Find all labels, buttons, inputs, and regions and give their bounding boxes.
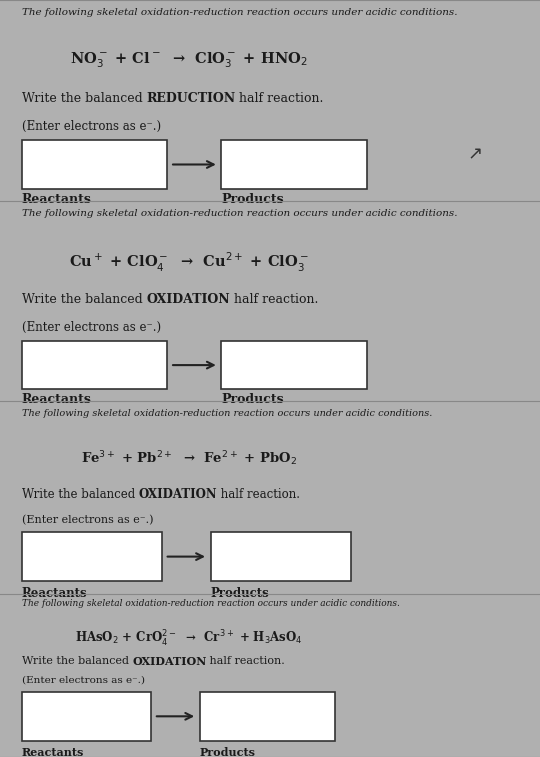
Text: NO$_3^-$ + Cl$^-$  →  ClO$_3^-$ + HNO$_2$: NO$_3^-$ + Cl$^-$ → ClO$_3^-$ + HNO$_2$: [70, 50, 308, 70]
Bar: [221, 341, 367, 389]
Text: half reaction.: half reaction.: [235, 92, 324, 105]
Bar: [221, 141, 367, 188]
Text: The following skeletal oxidation-reduction reaction occurs under acidic conditio: The following skeletal oxidation-reducti…: [22, 209, 457, 217]
Bar: [22, 341, 167, 389]
Bar: [22, 692, 151, 740]
Text: Write the balanced: Write the balanced: [22, 488, 139, 501]
Text: Reactants: Reactants: [22, 192, 91, 206]
Bar: [22, 141, 167, 188]
Text: (Enter electrons as e⁻.): (Enter electrons as e⁻.): [22, 676, 145, 684]
Text: OXIDATION: OXIDATION: [132, 656, 206, 667]
Text: ↗: ↗: [468, 145, 483, 164]
Text: Products: Products: [200, 747, 256, 757]
Text: (Enter electrons as e⁻.): (Enter electrons as e⁻.): [22, 321, 161, 334]
Text: OXIDATION: OXIDATION: [139, 488, 217, 501]
Text: HAsO$_2$ + CrO$_4^{2-}$  →  Cr$^{3+}$ + H$_3$AsO$_4$: HAsO$_2$ + CrO$_4^{2-}$ → Cr$^{3+}$ + H$…: [75, 628, 303, 649]
Bar: [200, 692, 335, 740]
Bar: [211, 532, 351, 581]
Bar: [22, 532, 162, 581]
Text: Fe$^{3+}$ + Pb$^{2+}$  →  Fe$^{2+}$ + PbO$_2$: Fe$^{3+}$ + Pb$^{2+}$ → Fe$^{2+}$ + PbO$…: [81, 450, 297, 468]
Text: half reaction.: half reaction.: [217, 488, 300, 501]
Text: The following skeletal oxidation-reduction reaction occurs under acidic conditio: The following skeletal oxidation-reducti…: [22, 599, 400, 608]
Text: Reactants: Reactants: [22, 747, 84, 757]
Text: The following skeletal oxidation-reduction reaction occurs under acidic conditio: The following skeletal oxidation-reducti…: [22, 409, 432, 418]
Text: half reaction.: half reaction.: [230, 293, 319, 306]
Text: Write the balanced: Write the balanced: [22, 293, 146, 306]
Text: Write the balanced: Write the balanced: [22, 92, 146, 105]
Text: Products: Products: [221, 393, 284, 407]
Text: (Enter electrons as e⁻.): (Enter electrons as e⁻.): [22, 120, 161, 133]
Text: Reactants: Reactants: [22, 393, 91, 407]
Text: REDUCTION: REDUCTION: [146, 92, 235, 105]
Text: half reaction.: half reaction.: [206, 656, 285, 666]
Text: Products: Products: [211, 587, 269, 600]
Text: Write the balanced: Write the balanced: [22, 656, 132, 666]
Text: The following skeletal oxidation-reduction reaction occurs under acidic conditio: The following skeletal oxidation-reducti…: [22, 8, 457, 17]
Text: Products: Products: [221, 192, 284, 206]
Text: Reactants: Reactants: [22, 587, 87, 600]
Text: (Enter electrons as e⁻.): (Enter electrons as e⁻.): [22, 515, 153, 525]
Text: OXIDATION: OXIDATION: [146, 293, 230, 306]
Text: Cu$^+$ + ClO$_4^-$  →  Cu$^{2+}$ + ClO$_3^-$: Cu$^+$ + ClO$_4^-$ → Cu$^{2+}$ + ClO$_3^…: [69, 251, 309, 274]
